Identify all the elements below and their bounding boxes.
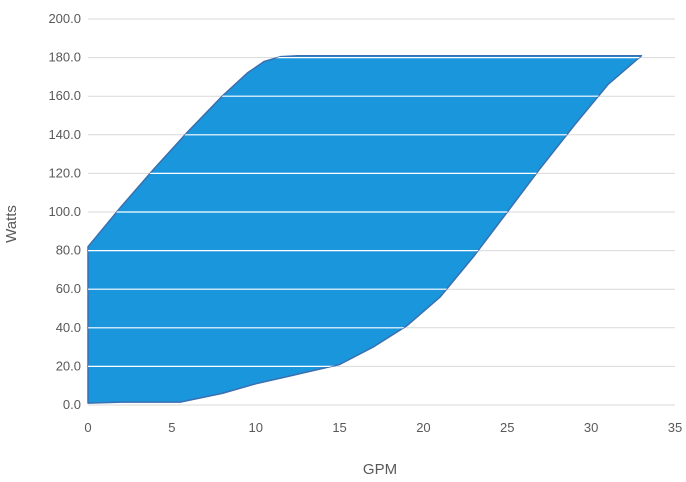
x-tick-label: 25 (500, 420, 514, 435)
y-tick-label: 100.0 (48, 204, 81, 219)
y-tick-label: 140.0 (48, 127, 81, 142)
x-tick-label: 0 (84, 420, 91, 435)
y-tick-label: 160.0 (48, 88, 81, 103)
y-tick-label: 40.0 (56, 320, 81, 335)
x-tick-label: 35 (668, 420, 682, 435)
x-axis-tick-labels: 0 5 10 15 20 25 30 35 (84, 420, 682, 435)
x-tick-label: 5 (168, 420, 175, 435)
x-tick-label: 15 (332, 420, 346, 435)
y-axis-tick-labels: 0.0 20.0 40.0 60.0 80.0 100.0 120.0 140.0 160.0 1… (48, 11, 81, 412)
y-tick-label: 180.0 (48, 50, 81, 65)
y-tick-label: 60.0 (56, 281, 81, 296)
y-tick-label: 80.0 (56, 243, 81, 258)
x-tick-label: 10 (248, 420, 262, 435)
y-tick-label: 200.0 (48, 11, 81, 26)
y-tick-label: 20.0 (56, 358, 81, 373)
y-tick-label: 120.0 (48, 165, 81, 180)
x-tick-label: 20 (416, 420, 430, 435)
y-tick-label: 0.0 (63, 397, 81, 412)
x-tick-label: 30 (584, 420, 598, 435)
operating-area (87, 54, 643, 404)
y-axis-title: Watts (3, 205, 20, 243)
x-axis-title: GPM (363, 461, 397, 478)
